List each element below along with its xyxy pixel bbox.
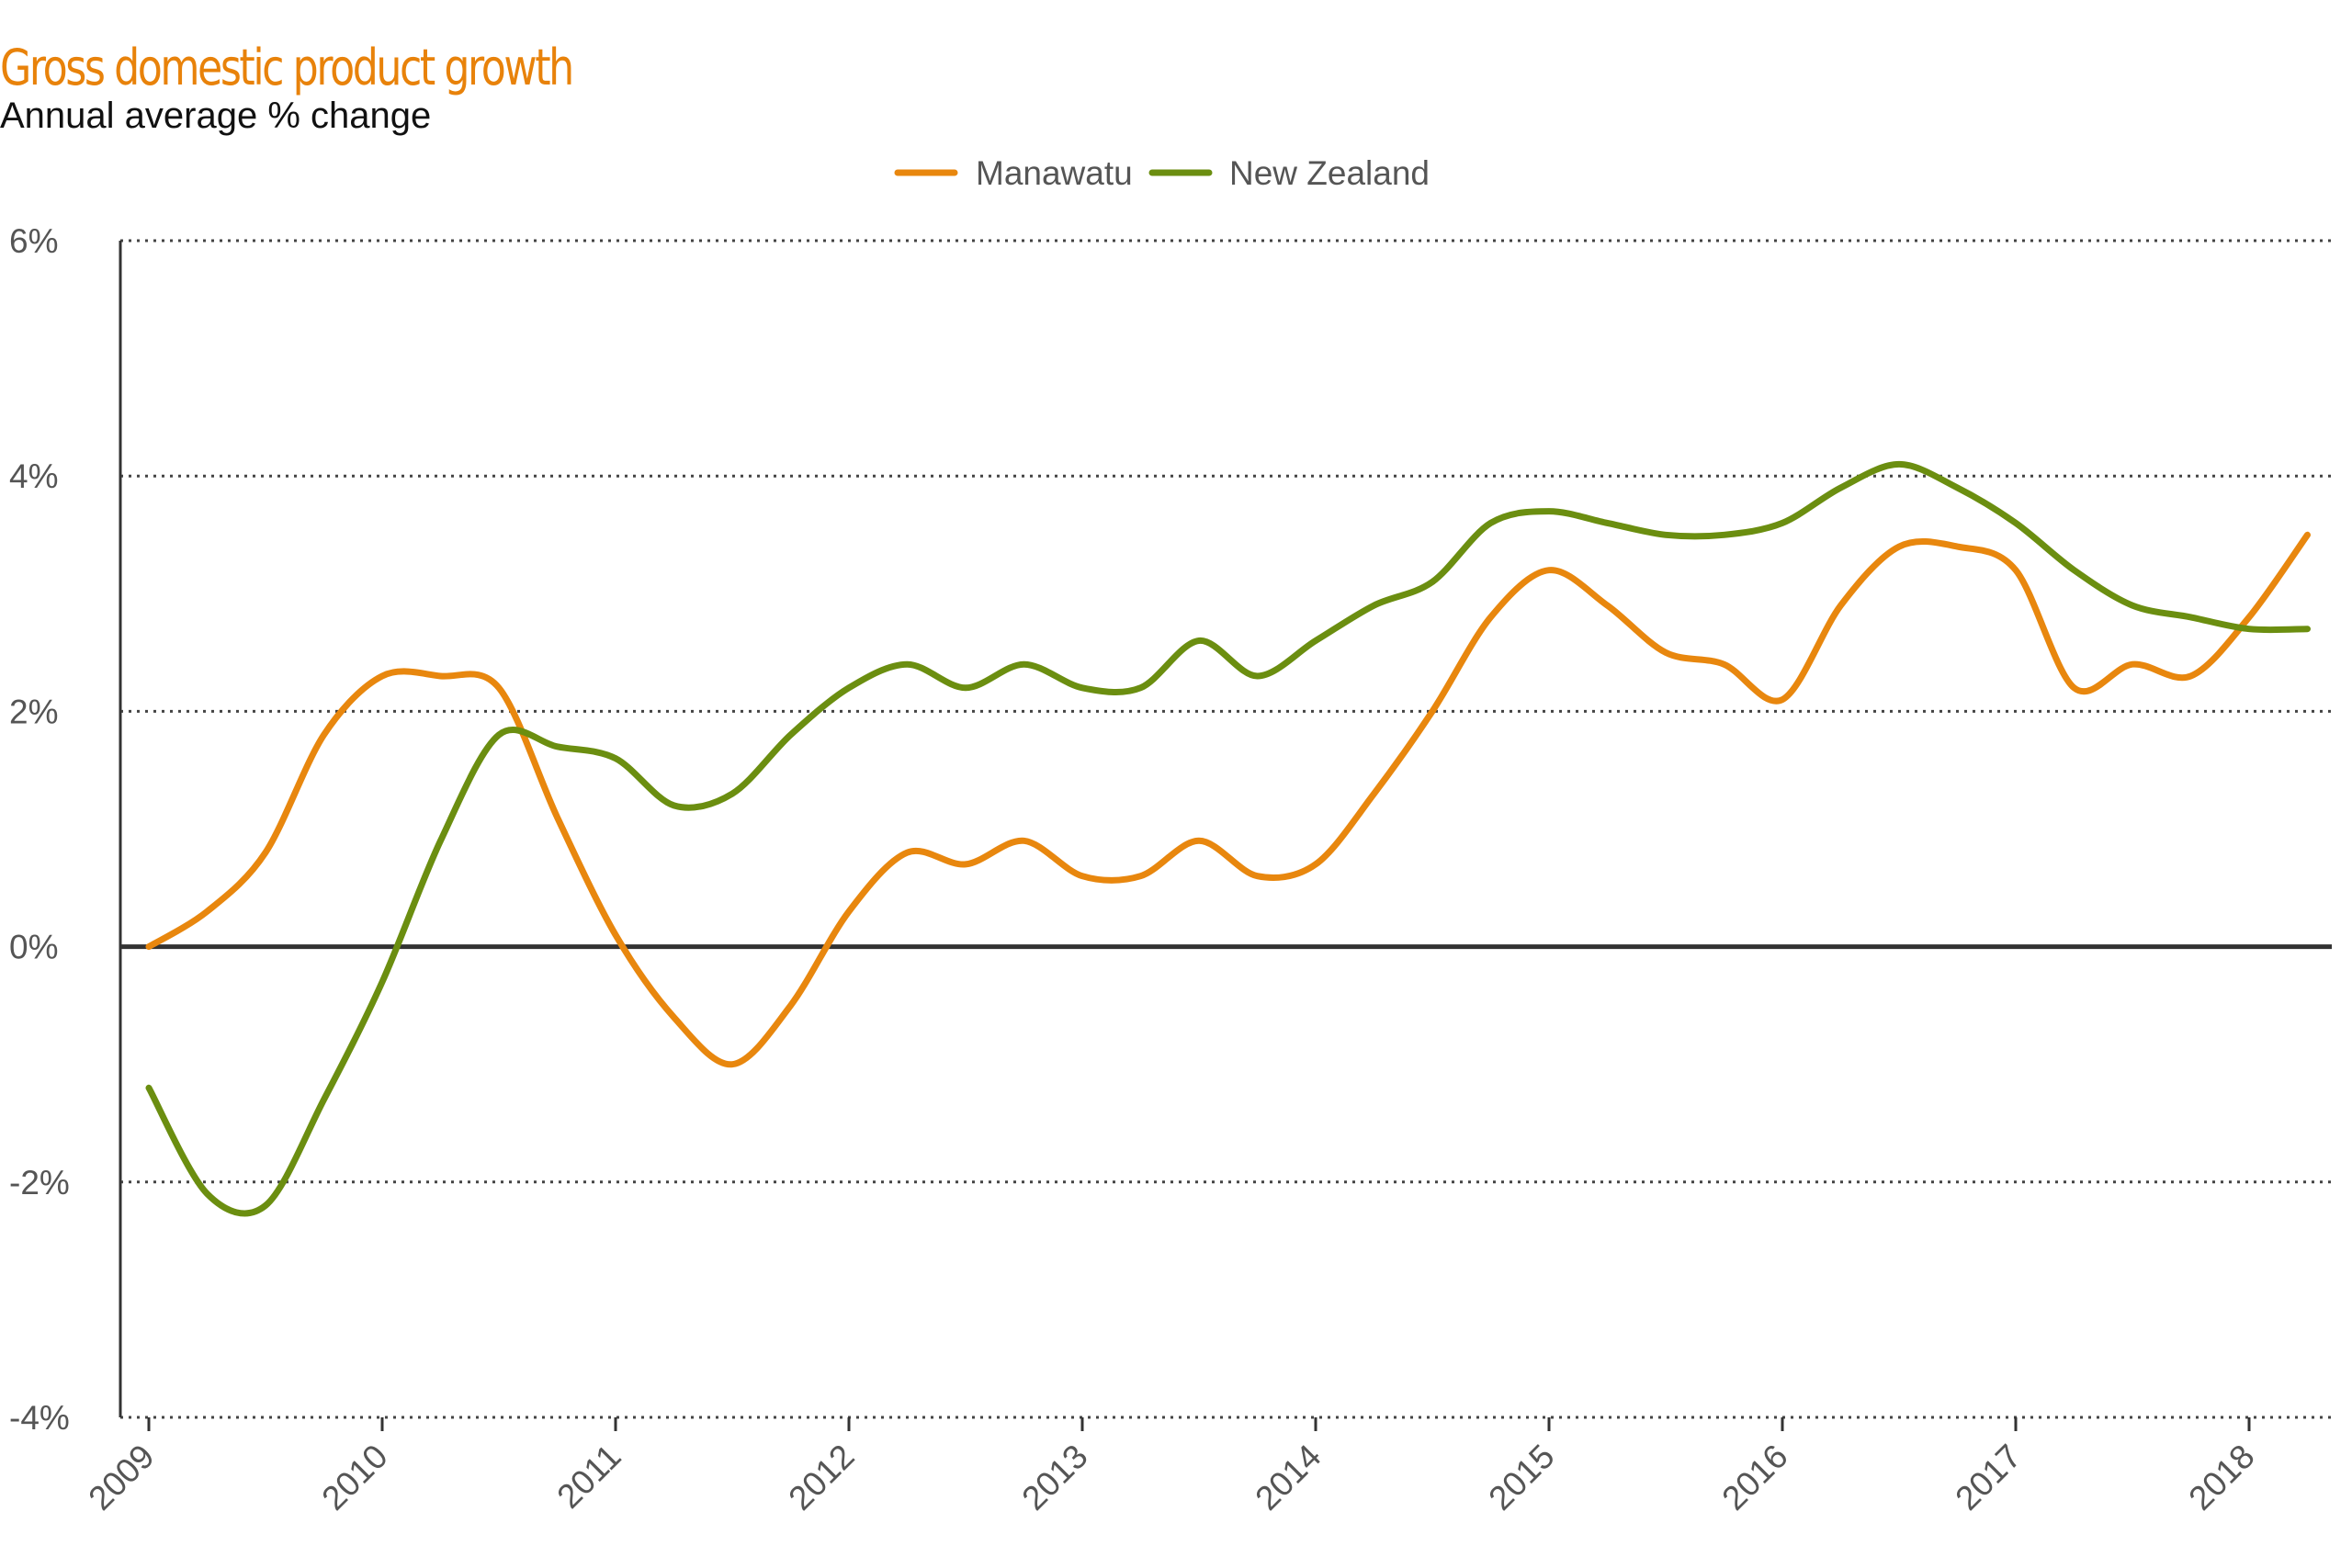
y-tick-label: 0% bbox=[9, 929, 58, 966]
legend-label-new-zealand: New Zealand bbox=[1229, 154, 1430, 192]
y-tick-label: 6% bbox=[9, 222, 58, 260]
y-tick-label: 2% bbox=[9, 693, 58, 730]
y-tick-label: -2% bbox=[9, 1164, 70, 1201]
y-tick-label: 4% bbox=[9, 457, 58, 495]
x-tick-label: 2011 bbox=[549, 1438, 628, 1516]
x-tick-label: 2017 bbox=[1948, 1438, 2028, 1517]
x-tick-label: 2009 bbox=[81, 1438, 161, 1517]
x-tick-label: 2012 bbox=[781, 1438, 861, 1517]
new-zealand-line bbox=[145, 460, 2311, 1217]
x-tick-label: 2013 bbox=[1014, 1438, 1094, 1517]
x-tick-label: 2014 bbox=[1248, 1438, 1328, 1517]
legend-label-manawatu: Manawatu bbox=[976, 154, 1133, 192]
chart-title: Gross domestic product growth bbox=[0, 39, 574, 96]
x-tick-label: 2015 bbox=[1481, 1438, 1561, 1517]
manawatu-line bbox=[145, 531, 2311, 1068]
y-tick-label: -4% bbox=[9, 1399, 70, 1437]
chart-subtitle: Annual average % change bbox=[0, 96, 432, 136]
x-tick-label: 2010 bbox=[314, 1438, 394, 1517]
x-tick-label: 2016 bbox=[1714, 1438, 1794, 1517]
x-tick-label: 2018 bbox=[2181, 1438, 2261, 1517]
